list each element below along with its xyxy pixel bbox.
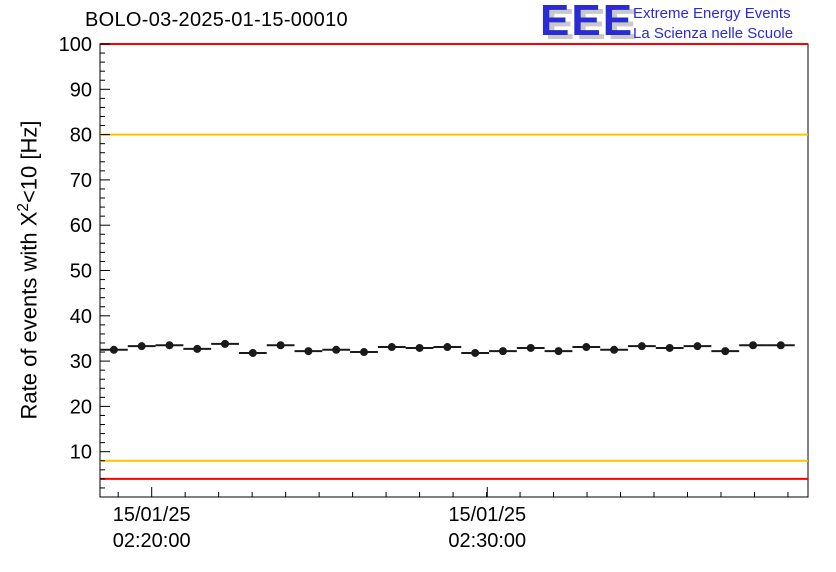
data-point — [721, 347, 730, 356]
data-point — [610, 345, 619, 354]
x-tick-label: 15/01/25 02:20:00 — [82, 502, 222, 554]
x-axis-labels: 15/01/25 02:20:00 15/01/25 02:30:00 — [0, 502, 836, 562]
data-point — [248, 348, 257, 357]
y-tick-label: 30 — [70, 351, 92, 373]
x-tick-time: 02:20:00 — [112, 530, 191, 552]
y-tick-label: 70 — [70, 170, 92, 192]
eee-logo-caption-line1: Extreme Energy Events — [633, 5, 791, 22]
data-point — [526, 343, 535, 352]
x-tick-time: 02:30:00 — [448, 530, 527, 552]
y-tick-label: 10 — [70, 442, 92, 464]
y-tick-label: 90 — [70, 79, 92, 101]
y-tick-label: 40 — [70, 306, 92, 328]
data-point — [693, 342, 702, 351]
eee-logo-mark: EEE EEE — [540, 0, 637, 49]
data-point — [554, 347, 563, 356]
data-point — [165, 341, 174, 350]
data-point — [443, 343, 452, 352]
plot-frame — [99, 43, 809, 498]
y-tick-label: 100 — [59, 34, 92, 56]
data-point — [471, 348, 480, 357]
data-point — [387, 343, 396, 352]
data-point — [304, 347, 313, 356]
data-point — [109, 345, 118, 354]
y-tick-label: 20 — [70, 396, 92, 418]
x-tick-label: 15/01/25 02:30:00 — [417, 502, 557, 554]
data-point — [137, 342, 146, 351]
data-point — [665, 343, 674, 352]
data-point — [332, 345, 341, 354]
data-point — [498, 347, 507, 356]
data-point — [637, 342, 646, 351]
data-point — [582, 343, 591, 352]
y-tick-label: 80 — [70, 125, 92, 147]
y-tick-label: 50 — [70, 261, 92, 283]
data-point — [749, 341, 758, 350]
eee-logo-shadow: EEE — [545, 0, 640, 49]
y-tick-label: 60 — [70, 215, 92, 237]
data-point — [776, 341, 785, 350]
data-point — [359, 348, 368, 357]
data-point — [415, 343, 424, 352]
eee-logo-text: EEE — [540, 0, 635, 45]
x-tick-date: 15/01/25 — [112, 504, 191, 526]
eee-logo-caption-line2: La Scienza nelle Scuole — [633, 25, 794, 43]
chart-title: BOLO-03-2025-01-15-00010 — [85, 9, 348, 31]
data-point — [221, 339, 230, 348]
eee-logo: EEE EEE Extreme Energy Events La Scienza… — [540, 0, 836, 49]
eee-logo-caption: Extreme Energy Events La Scienza nelle S… — [633, 4, 793, 45]
x-tick-date: 15/01/25 — [448, 504, 527, 526]
data-point — [276, 341, 285, 350]
data-point — [193, 344, 202, 353]
